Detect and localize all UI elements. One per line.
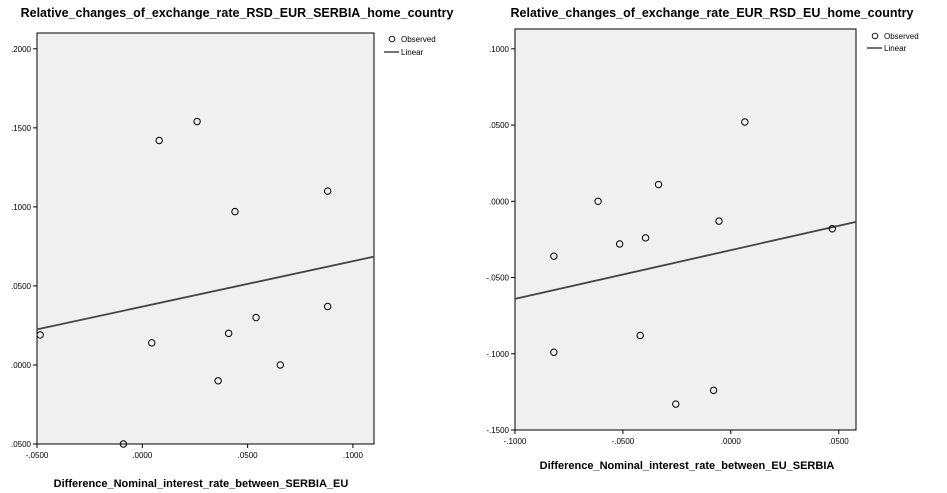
chart-2-observed-point	[715, 217, 723, 225]
chart-2-x-axis: -.1000 -.0500 .0000 .0500	[504, 430, 850, 446]
chart-1-observed-series	[36, 117, 332, 448]
chart-2-observed-point	[550, 252, 558, 260]
chart-1-observed-point	[155, 136, 163, 145]
chart-1-x-tick-label: .0000	[132, 451, 153, 460]
chart-2-legend-linear-label: Linear	[884, 44, 907, 53]
chart-1-legend-observed-marker	[388, 35, 396, 43]
chart-1-observed-point	[214, 377, 222, 385]
chart-2: Relative_changes_of_exchange_rate_EUR_RS…	[486, 6, 918, 472]
chart-1-x-tick-label: -.0500	[26, 451, 49, 460]
chart-2-observed-series	[550, 118, 836, 408]
chart-1-observed-point	[276, 361, 284, 369]
chart-1-y-tick-label: .0000	[11, 361, 32, 370]
chart-1: Relative_changes_of_exchange_rate_RSD_EU…	[11, 6, 453, 490]
chart-2-observed-point	[550, 348, 558, 356]
chart-1-y-tick-label: .1500	[11, 124, 32, 133]
chart-1-y-tick-label: .0500	[11, 282, 32, 291]
chart-2-observed-point	[672, 400, 680, 408]
chart-2-y-tick-label: .1000	[489, 45, 510, 54]
chart-1-linear-series	[36, 255, 375, 331]
chart-2-y-tick-label: .0500	[489, 121, 510, 130]
chart-1-x-axis-label: Difference_Nominal_interest_rate_between…	[54, 478, 349, 490]
chart-1-legend-linear-label: Linear	[401, 48, 424, 57]
chart-2-title: Relative_changes_of_exchange_rate_EUR_RS…	[511, 6, 914, 20]
chart-1-linear-fit-line	[36, 255, 375, 331]
chart-2-observed-point	[594, 197, 602, 205]
chart-1-observed-point	[323, 302, 332, 311]
chart-1-y-tick-label: .1000	[11, 203, 32, 212]
chart-2-x-tick-label: -.0500	[612, 437, 635, 446]
chart-2-observed-point	[741, 118, 749, 126]
chart-2-legend-observed-label: Observed	[884, 32, 919, 41]
chart-2-y-tick-label: -.1500	[486, 426, 509, 435]
chart-1-x-tick-label: .0500	[238, 451, 259, 460]
chart-1-observed-point	[224, 329, 233, 338]
chart-1-legend: Observed Linear	[384, 35, 436, 57]
chart-2-linear-series	[514, 220, 857, 300]
chart-2-observed-point	[654, 180, 663, 189]
chart-1-title: Relative_changes_of_exchange_rate_RSD_EU…	[21, 6, 454, 20]
chart-1-y-tick-label: .0500	[11, 440, 32, 449]
chart-2-observed-point	[709, 386, 718, 395]
chart-2-observed-point	[615, 240, 624, 248]
chart-1-observed-point	[252, 313, 260, 322]
chart-2-observed-point	[636, 331, 644, 340]
chart-1-observed-point	[323, 187, 332, 195]
chart-1-observed-point	[231, 207, 239, 216]
chart-2-y-tick-label: -.1000	[486, 350, 509, 359]
chart-1-observed-point	[119, 440, 128, 448]
chart-1-x-tick-label: .1000	[343, 451, 364, 460]
chart-2-y-tick-label: -.0500	[486, 274, 509, 283]
chart-2-x-axis-label: Difference_Nominal_interest_rate_between…	[540, 460, 835, 472]
chart-1-observed-point	[148, 339, 156, 347]
chart-1-plot-area	[36, 32, 375, 445]
chart-2-legend: Observed Linear	[867, 32, 919, 53]
chart-2-plot-area	[514, 28, 857, 431]
chart-1-y-axis: .0500 .0000 .0500 .1000 .1500 .2000	[11, 45, 37, 449]
chart-2-observed-point	[641, 234, 650, 242]
chart-2-y-axis: -.1500 -.1000 -.0500 .0000 .0500 .1000	[486, 45, 515, 435]
chart-2-linear-fit-line	[514, 220, 857, 300]
chart-1-x-axis: -.0500 .0000 .0500 .1000	[26, 444, 364, 460]
chart-2-observed-point	[828, 225, 836, 233]
chart-2-x-tick-label: .0000	[721, 437, 742, 446]
chart-1-observed-point	[193, 117, 201, 126]
chart-1-observed-point	[36, 331, 44, 339]
chart-2-y-tick-label: .0000	[489, 197, 510, 206]
chart-1-y-tick-label: .2000	[11, 45, 32, 54]
chart-1-legend-observed-label: Observed	[401, 35, 436, 44]
chart-2-x-tick-label: -.1000	[504, 437, 527, 446]
chart-2-legend-observed-marker	[871, 32, 879, 40]
chart-2-x-tick-label: .0500	[829, 437, 850, 446]
